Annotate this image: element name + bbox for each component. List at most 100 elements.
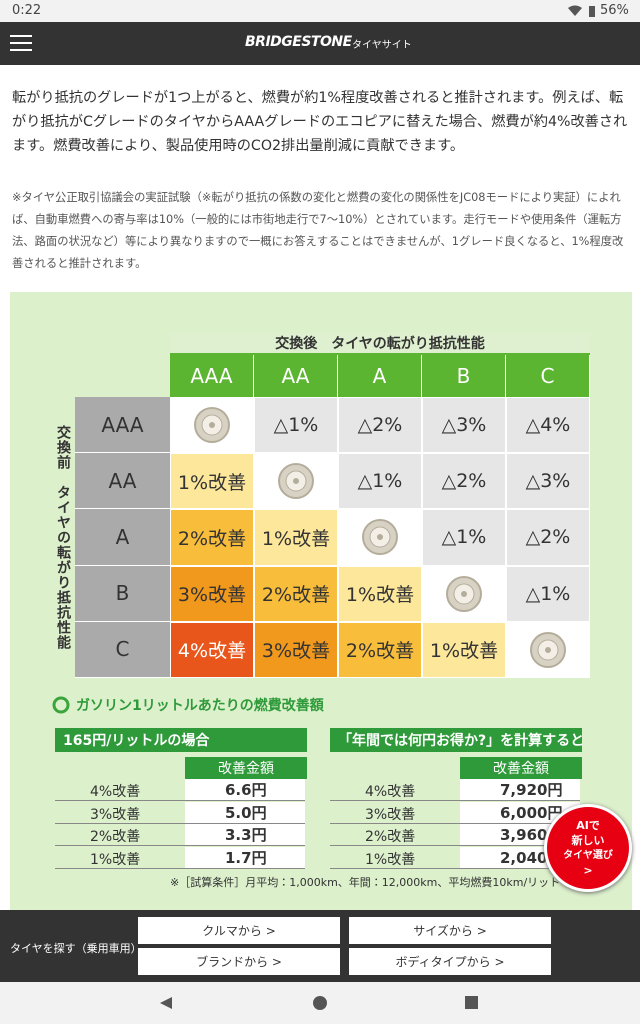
table-title: 「年間では何円お得か?」を計算すると、 [330,728,582,752]
tire-icon [530,631,566,668]
matrix-cell: 4%改善 [170,621,254,678]
row-label: AAA [75,397,170,454]
table-column-header: 改善金額 [185,757,307,779]
menu-button[interactable] [10,34,32,52]
nav-bar [0,982,640,1024]
price-table: 165円/リットルの場合改善金額 4%改善 6.6円 3%改善 5.0円 2%改善 3.3円… [55,728,307,869]
matrix-cell: △1% [506,565,590,622]
row-value: 6.6円 [185,779,305,800]
matrix-cell [506,621,590,678]
tire-icon [194,407,230,444]
row-value: 6,000円 [460,801,580,823]
ai-badge-line: AIで [576,819,600,832]
search-bar: タイヤを探す（乗用車用） クルマから > サイズから > ブランドから > ボディタイ… [0,910,640,982]
price-table: 「年間では何円お得か?」を計算すると、改善金額 4%改善 7,920円 3%改善 6,0… [330,728,582,869]
matrix-cell [254,453,338,510]
table-column-header: 改善金額 [460,757,582,779]
row-label: B [75,565,170,622]
matrix-cell: △2% [422,453,506,510]
row-value: 7,920円 [460,779,580,800]
matrix-cell: △1% [422,509,506,566]
logo[interactable]: BRIDGESTONE [245,34,352,50]
matrix-cell: △3% [422,397,506,454]
footnote: ※［試算条件］月平均：1,000km、年間：12,000km、平均燃費10km/… [170,876,560,889]
matrix-cell: △3% [506,453,590,510]
matrix-cell: 2%改善 [170,509,254,566]
column-title: 交換後 タイヤの転がり抵抗性能 [170,333,590,355]
table-title: 165円/リットルの場合 [55,728,307,752]
back-button[interactable] [160,997,172,1009]
row-label: A [75,509,170,566]
table-row: 4%改善 7,920円 [330,779,580,801]
row-label: 4%改善 [365,784,416,800]
matrix-cell: 2%改善 [338,621,422,678]
row-label: 1%改善 [90,851,141,868]
intro-text: 転がり抵抗のグレードが1つ上がると、燃費が約1%程度改善されると推計されます。例… [12,90,628,154]
header: BRIDGESTONE タイヤサイト [0,22,640,65]
matrix-cell: 1%改善 [338,565,422,622]
matrix-cell: 1%改善 [254,509,338,566]
table-row: 4%改善 6.6円 [55,779,305,801]
search-button[interactable]: クルマから > [138,917,340,944]
tire-icon [362,519,398,556]
row-label: C [75,621,170,678]
column-label: A [338,355,422,397]
tire-icon [278,463,314,500]
matrix-cell: 1%改善 [422,621,506,678]
matrix-cell: △4% [506,397,590,454]
search-button[interactable]: ブランドから > [138,948,340,975]
infographic: 交換後 タイヤの転がり抵抗性能 交換前 タイヤの転がり抵抗性能 AAA AA A B C… [10,292,632,910]
row-label: 4%改善 [90,784,141,800]
tire-icon [446,575,482,612]
matrix-cell: △2% [506,509,590,566]
battery: 56% [600,3,629,18]
note-text: ※タイヤ公正取引協議会の実証試験（※転がり抵抗の係数の変化と燃費の変化の関係性を… [12,191,624,270]
column-label: AA [254,355,338,397]
nav-icons [160,996,478,1010]
ai-badge-line: タイヤ選び [563,850,613,861]
row-value: 5.0円 [185,801,305,823]
recents-button[interactable] [465,996,478,1009]
home-button[interactable] [313,996,327,1010]
ai-badge-line: > [583,864,593,877]
matrix-cell [170,397,254,454]
section-icon [52,696,70,714]
row-value: 1.7円 [185,846,305,868]
search-title: タイヤを探す（乗用車用） [10,942,142,955]
table-row: 1%改善 1.7円 [55,846,305,869]
time: 0:22 [12,3,42,18]
row-label: 2%改善 [90,829,141,845]
site-name: タイヤサイト [352,40,412,51]
table-row: 3%改善 6,000円 [330,801,580,824]
column-label: AAA [170,355,254,397]
row-label: AA [75,453,170,510]
search-button[interactable]: ボディタイプから > [349,948,551,975]
matrix-cell: △1% [338,453,422,510]
matrix-cell: 3%改善 [254,621,338,678]
column-label: B [422,355,506,397]
matrix-cell: △2% [338,397,422,454]
row-label: 3%改善 [365,806,416,823]
ai-badge-line: 新しい [571,834,605,847]
matrix-cell: 2%改善 [254,565,338,622]
status-bar: 0:22 56% [0,0,640,22]
search-button[interactable]: サイズから > [349,917,551,944]
row-value: 3.3円 [185,824,305,845]
matrix-cell: 1%改善 [170,453,254,510]
table-row: 1%改善 2,040円 [330,846,580,869]
matrix-cell [422,565,506,622]
row-label: 1%改善 [365,851,416,868]
matrix-cell: △1% [254,397,338,454]
matrix-cell [338,509,422,566]
row-title: 交換前 タイヤの転がり抵抗性能 [55,425,71,650]
table-row: 2%改善 3.3円 [55,824,305,846]
row-label: 3%改善 [90,806,141,823]
section-title: ガソリン1リットルあたりの燃費改善額 [76,698,324,714]
matrix-cell: 3%改善 [170,565,254,622]
status-icons [568,5,595,17]
table-row: 3%改善 5.0円 [55,801,305,824]
column-label: C [506,355,590,397]
ai-badge[interactable]: AIで新しいタイヤ選び > [544,804,632,892]
table-row: 2%改善 3,960円 [330,824,580,846]
